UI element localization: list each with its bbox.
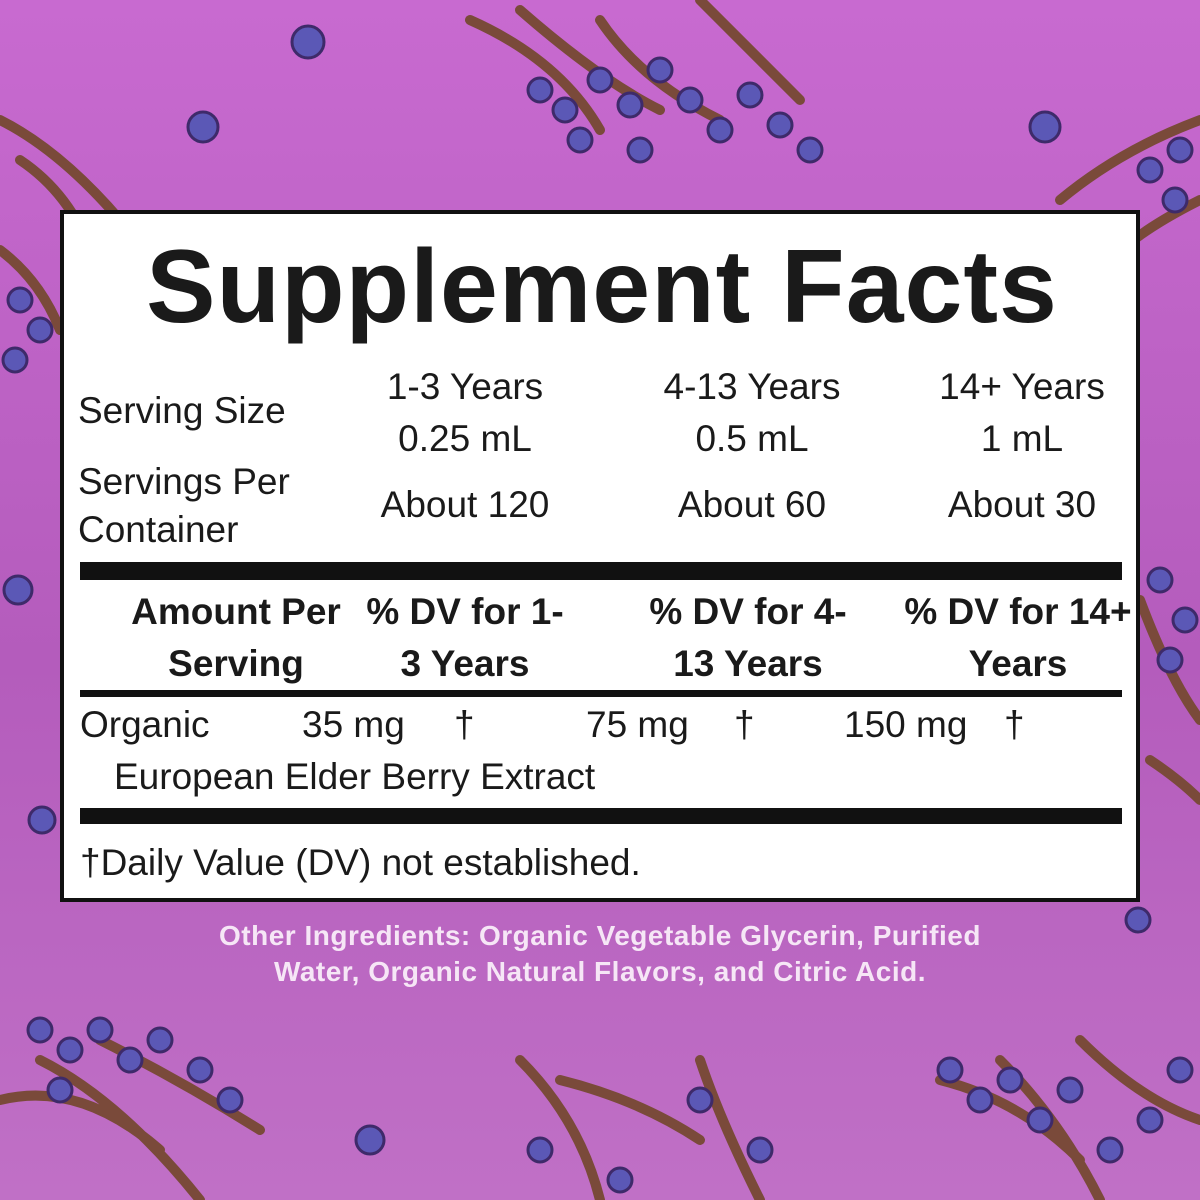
facts-panel: Supplement Facts Serving Size Servings P… bbox=[60, 210, 1140, 902]
thick-rule bbox=[80, 562, 1122, 580]
thin-rule bbox=[80, 690, 1122, 697]
age-group: 14+ Years bbox=[939, 366, 1105, 407]
dv-mark: † bbox=[454, 704, 475, 745]
servings-count: About 60 bbox=[677, 484, 827, 525]
amount: 35 mg bbox=[302, 704, 405, 745]
dv-mark: † bbox=[734, 704, 755, 745]
serving-size-label: Serving Size bbox=[78, 390, 286, 431]
servings-count: About 120 bbox=[380, 484, 550, 525]
amount-header: Amount Per Serving bbox=[131, 591, 341, 684]
serving-size: 0.25 mL bbox=[398, 418, 532, 459]
amount: 75 mg bbox=[586, 704, 689, 745]
footnote: †Daily Value (DV) not established. bbox=[80, 842, 641, 883]
servings-count: About 30 bbox=[947, 484, 1097, 525]
age-group: 1-3 Years bbox=[386, 366, 544, 407]
title: Supplement Facts bbox=[146, 229, 1058, 345]
dv-header: % DV for 1-3 Years bbox=[366, 591, 564, 684]
dv-header: % DV for 14+ Years bbox=[904, 591, 1132, 684]
other-ingredients-line: Water, Organic Natural Flavors, and Citr… bbox=[273, 956, 927, 987]
age-group: 4-13 Years bbox=[663, 366, 841, 407]
other-ingredients-line: Other Ingredients: Organic Vegetable Gly… bbox=[219, 920, 981, 951]
thick-rule bbox=[80, 808, 1122, 824]
ingredient-name: European Elder Berry Extract bbox=[114, 756, 596, 797]
dv-header: % DV for 4-13 Years bbox=[649, 591, 847, 684]
other-ingredients: Other Ingredients: Organic Vegetable Gly… bbox=[0, 918, 1200, 990]
serving-size: 1 mL bbox=[980, 418, 1064, 459]
ingredient-name: Organic bbox=[80, 704, 210, 745]
dv-mark: † bbox=[1004, 704, 1025, 745]
serving-size: 0.5 mL bbox=[695, 418, 809, 459]
amount: 150 mg bbox=[844, 704, 968, 745]
servings-per-container-label: Servings Per Container bbox=[78, 461, 290, 550]
